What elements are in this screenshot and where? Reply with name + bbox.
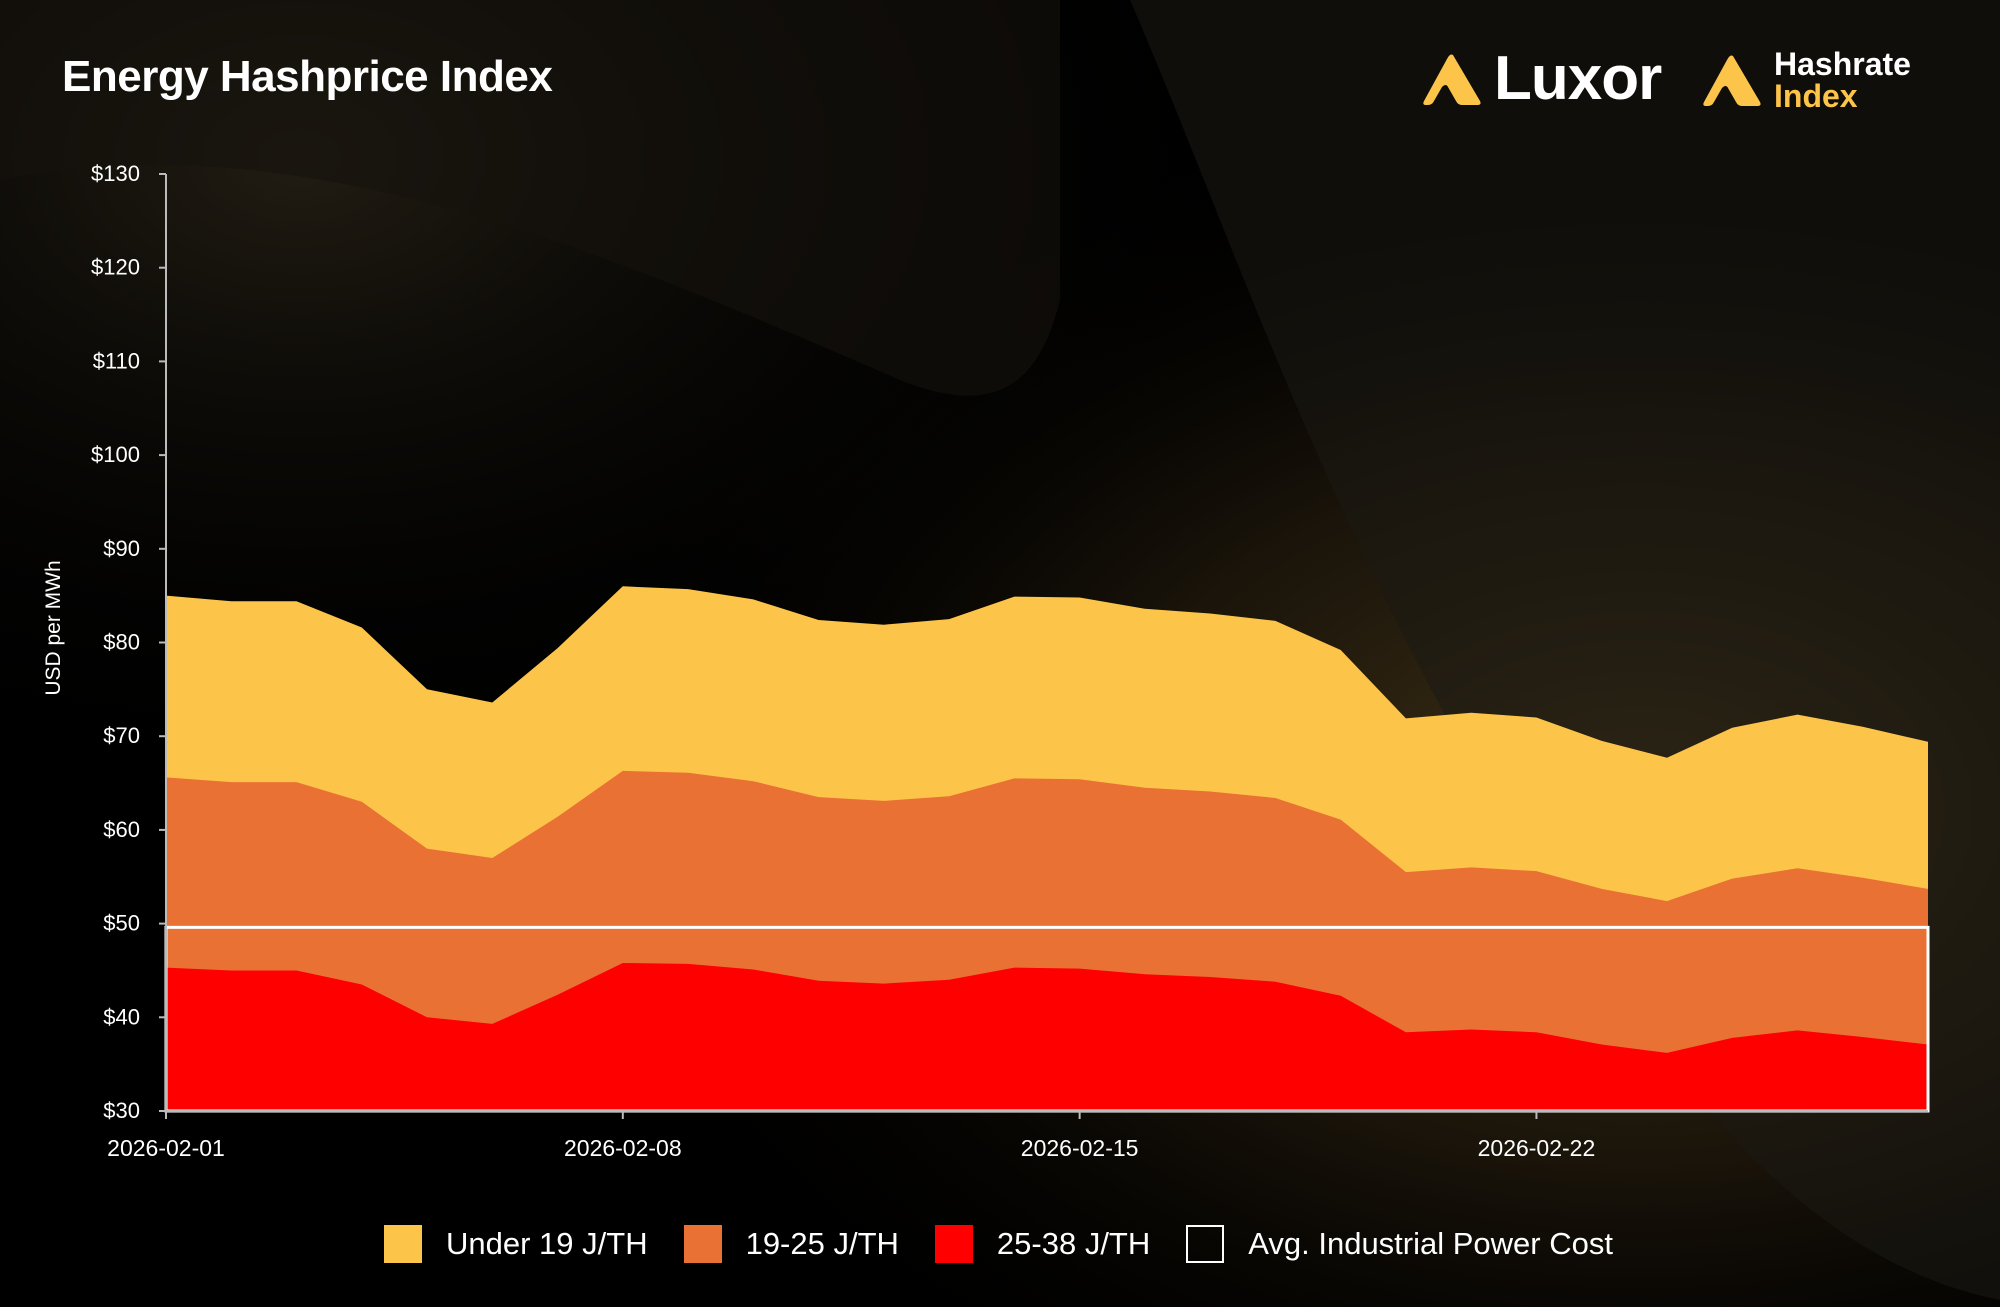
legend-label-power-cost: Avg. Industrial Power Cost [1248, 1226, 1613, 1261]
luxor-logo-icon [1423, 54, 1481, 105]
y-tick-label: $110 [93, 348, 140, 373]
hashrate-wordmark: Hashrate [1774, 46, 1911, 82]
legend: Under 19 J/TH 19-25 J/TH 25-38 J/TH Avg.… [384, 1225, 1649, 1263]
legend-label-25-38: 25-38 J/TH [996, 1226, 1151, 1261]
luxor-wordmark: Luxor [1494, 44, 1662, 113]
legend-swatch-power-cost [1186, 1225, 1225, 1263]
y-tick-label: $80 [103, 630, 140, 655]
y-tick-label: $40 [103, 1004, 140, 1029]
hashrate-index-logo-icon [1703, 55, 1761, 106]
y-tick-label: $100 [91, 442, 140, 467]
legend-label-under19: Under 19 J/TH [446, 1226, 648, 1261]
legend-label-19-25: 19-25 J/TH [745, 1226, 899, 1261]
luxor-logo: Luxor [1422, 44, 1662, 113]
x-tick-label: 2026-02-22 [1478, 1135, 1596, 1161]
y-tick-label: $50 [103, 911, 140, 936]
area-25-38 [166, 963, 1928, 1111]
y-tick-label: $60 [103, 817, 140, 842]
y-tick-label: $70 [103, 723, 140, 748]
legend-item-power-cost: Avg. Industrial Power Cost [1186, 1225, 1613, 1263]
legend-swatch-25-38 [934, 1225, 973, 1263]
x-tick-label: 2026-02-15 [1021, 1135, 1139, 1161]
legend-item-19-25: 19-25 J/TH [683, 1225, 899, 1263]
y-ticks: $30 $40 $50 $60 $70 $80 $90 $100 $110 $120 $130 [91, 161, 166, 1123]
chart-title: Energy Hashprice Index [62, 52, 553, 101]
y-tick-label: $120 [91, 255, 140, 280]
legend-item-25-38: 25-38 J/TH [934, 1225, 1151, 1263]
hashrate-index-logo: Hashrate Index [1702, 48, 1911, 112]
series-areas [166, 586, 1928, 1111]
x-tick-label: 2026-02-01 [107, 1135, 225, 1161]
x-ticks: 2026-02-01 2026-02-08 2026-02-15 2026-02-22 [107, 1111, 1595, 1161]
y-tick-label: $30 [103, 1098, 140, 1123]
y-axis-label: USD per MWh [42, 560, 65, 695]
x-tick-label: 2026-02-08 [564, 1135, 682, 1161]
y-tick-label: $90 [103, 536, 140, 561]
y-tick-label: $130 [91, 161, 140, 186]
legend-item-under19: Under 19 J/TH [384, 1225, 648, 1263]
legend-swatch-under19 [384, 1225, 422, 1263]
legend-swatch-19-25 [683, 1225, 722, 1263]
index-wordmark: Index [1774, 78, 1858, 114]
